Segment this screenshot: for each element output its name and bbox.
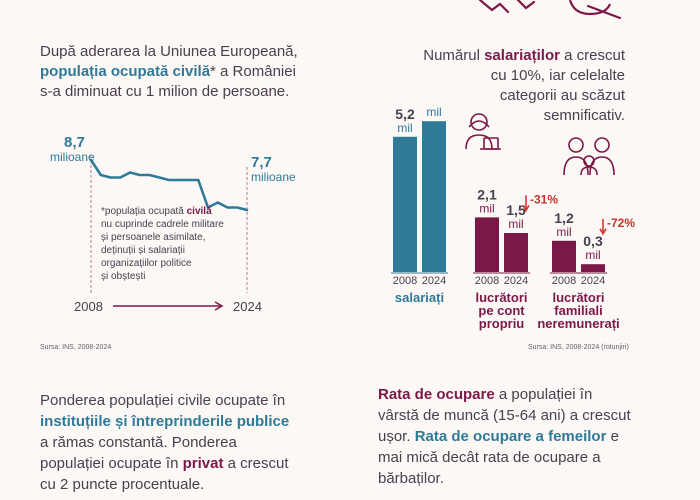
private-highlight: privat — [182, 455, 224, 472]
line-end-value: 7,7 — [251, 154, 272, 171]
employment-bar-chart: 5,2mil20085,8mil2024salariați2,1mil20081… — [391, 105, 635, 331]
group-label-line: neremunerați — [537, 316, 619, 331]
bottom-right-paragraph: Rata de ocupare a populației în vârstă d… — [378, 384, 678, 489]
right-intro-text-a: Numărul — [423, 47, 485, 64]
bar-1-2024 — [504, 233, 528, 272]
footnote-line-6: și obștești — [101, 271, 146, 282]
bar-unit-label: mil — [556, 225, 571, 239]
right-intro-line-2: cu 10%, iar celelalte — [490, 67, 625, 84]
bottom-right-line-2: vârstă de muncă (15-64 ani) a crescut — [378, 407, 631, 424]
bar-year-label: 2008 — [552, 275, 576, 287]
x-axis-start-label: 2008 — [74, 299, 103, 314]
right-intro-line-4: semnificativ. — [543, 107, 625, 124]
line-start-unit: milioane — [50, 150, 95, 164]
bottom-right-text-a: ușor. — [378, 428, 415, 445]
footnote-line-4: deținuții și salariații — [101, 245, 185, 256]
footnote-civil: civilă — [186, 206, 212, 217]
bar-value-label: 1,2 — [554, 210, 574, 226]
bottom-left-line-3: a rămas constantă. Ponderea — [40, 434, 237, 451]
source-right: Sursa: INS, 2008-2024 (rotunjiri) — [528, 344, 629, 351]
group-label-line: salariați — [395, 290, 444, 305]
bottom-right-line-1: Rata de ocupare a populației în — [378, 384, 678, 405]
right-intro-line-1: Numărul salariaților a crescut — [400, 46, 625, 66]
bar-unit-label: mil — [585, 248, 600, 262]
change-arrow-head — [599, 228, 607, 236]
bottom-left-line-1: Ponderea populației civile ocupate în — [40, 392, 286, 409]
bottom-right-line-5: bărbaților. — [378, 470, 444, 487]
bar-value-label: 2,1 — [477, 186, 497, 202]
bottom-right-line-4: mai mică decât rata de ocupare a — [378, 449, 601, 466]
footnote: *populația ocupată civilă nu cuprinde ca… — [101, 205, 236, 283]
time-arrow-head — [214, 301, 224, 311]
footnote-line-2: nu cuprinde cadrele militare — [101, 219, 224, 230]
bar-value-label: 5,2 — [395, 106, 415, 122]
women-rate-highlight: Rata de ocupare a femeilor — [414, 428, 607, 445]
source-left: Sursa: INS, 2008-2024 — [40, 344, 112, 351]
civil-population-highlight: populația ocupată civilă — [40, 63, 211, 80]
footnote-text-a: *populația ocupată — [101, 206, 187, 217]
bottom-left-line-4: populației ocupate în privat a crescut — [40, 453, 340, 474]
bar-2-2024 — [581, 264, 605, 272]
public-institutions-highlight: instituțiile și întreprinderile publice — [40, 413, 290, 430]
left-intro: După aderarea la Uniunea Europeană, popu… — [40, 42, 340, 102]
bar-value-label: 5,8 — [424, 105, 444, 106]
bottom-right-text-b: a populației în — [494, 386, 593, 403]
bottom-left-paragraph: Ponderea populației civile ocupate în in… — [40, 390, 340, 495]
bar-value-label: 0,3 — [583, 233, 603, 249]
bar-year-label: 2024 — [581, 275, 605, 287]
footnote-line-1: *populația ocupată civilă — [101, 205, 236, 218]
bottom-right-line-3: ușor. Rata de ocupare a femeilor e — [378, 426, 678, 447]
bar-unit-label: mil — [479, 201, 494, 215]
bottom-left-line-5: cu 2 puncte procentuale. — [40, 476, 205, 493]
line-end-unit: milioane — [251, 170, 296, 184]
left-intro-line-2-rest: * a României — [210, 63, 296, 80]
change-arrow-head — [522, 204, 530, 212]
bar-0-2008 — [393, 136, 417, 272]
occupation-rate-highlight: Rata de ocupare — [378, 386, 495, 403]
employees-highlight: salariaților — [484, 47, 560, 64]
left-intro-line-2: populația ocupată civilă* a României — [40, 62, 340, 82]
bottom-left-text-a: populației ocupate în — [40, 455, 183, 472]
change-percent-label: -72% — [607, 216, 635, 230]
bar-unit-label: mil — [508, 217, 523, 231]
bar-1-2008 — [475, 217, 499, 272]
left-intro-line-3: s-a diminuat cu 1 milion de persoane. — [40, 83, 290, 100]
group-label-line: pe cont — [478, 303, 525, 318]
bar-value-label: 1,5 — [506, 202, 526, 218]
bottom-right-text-c: e — [606, 428, 619, 445]
bar-0-2024 — [422, 121, 446, 272]
bar-year-label: 2024 — [504, 275, 528, 287]
x-axis-end-label: 2024 — [233, 299, 262, 314]
family-icon — [563, 137, 615, 176]
group-label-line: propriu — [479, 316, 525, 331]
group-label-line: lucrători — [475, 290, 527, 305]
top-decor-icon — [478, 0, 622, 20]
population-series-line — [89, 158, 249, 212]
change-percent-label: -31% — [530, 192, 558, 206]
laptop-worker-icon — [465, 113, 501, 150]
right-intro-line-3: categorii au scăzut — [499, 87, 625, 104]
footnote-line-5: organizațiilor politice — [101, 258, 192, 269]
footnote-line-3: și persoanele asimilate, — [101, 232, 206, 243]
left-intro-line-1: După aderarea la Uniunea Europeană, — [40, 43, 298, 60]
bar-year-label: 2008 — [475, 275, 499, 287]
line-start-value: 8,7 — [64, 134, 85, 151]
bar-unit-label: mil — [397, 121, 412, 135]
right-intro: Numărul salariaților a crescut cu 10%, i… — [400, 46, 625, 126]
bar-unit-label: mil — [426, 105, 441, 119]
group-label-line: lucrători — [552, 290, 604, 305]
bar-2-2008 — [552, 240, 576, 272]
bar-year-label: 2008 — [393, 275, 417, 287]
right-intro-text-c: a crescut — [559, 47, 625, 64]
population-line-chart: 8,7 milioane 7,7 milioane 2008 2024 — [50, 134, 296, 314]
group-label-line: familiali — [554, 303, 602, 318]
bar-year-label: 2024 — [422, 275, 446, 287]
bottom-left-text-c: a crescut — [223, 455, 289, 472]
